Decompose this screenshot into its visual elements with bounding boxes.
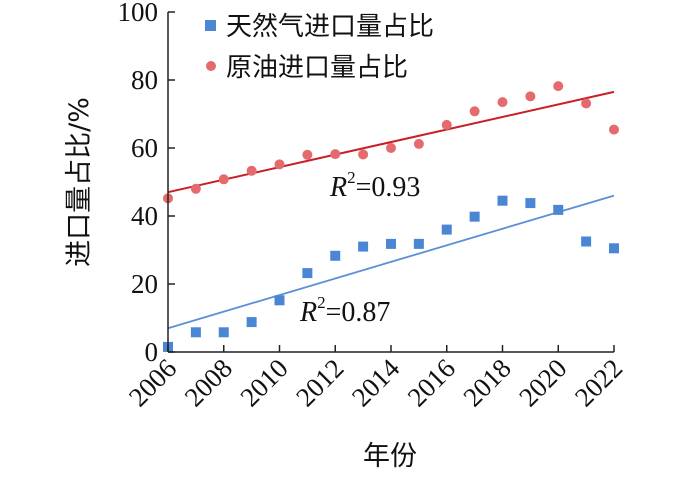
legend: 天然气进口量占比 原油进口量占比 bbox=[205, 12, 434, 83]
svg-text:R2=0.93: R2=0.93 bbox=[329, 168, 420, 203]
oil-point-2016 bbox=[441, 119, 452, 130]
gas-point-2013 bbox=[358, 241, 369, 252]
x-tick-label: 2018 bbox=[457, 353, 516, 412]
r2-superscript-gas: 2 bbox=[317, 293, 326, 312]
gas-point-2009 bbox=[246, 317, 257, 328]
r2-superscript-oil: 2 bbox=[347, 168, 356, 187]
r2-annotation-oil: R2=0.93 bbox=[329, 168, 420, 203]
gas-point-2007 bbox=[190, 327, 201, 338]
r2-symbol-gas: R bbox=[299, 297, 317, 328]
y-tick-label: 20 bbox=[131, 269, 158, 299]
gas-point-2014 bbox=[386, 238, 396, 249]
y-tick-label: 40 bbox=[131, 201, 158, 231]
oil-point-2018 bbox=[497, 97, 508, 108]
legend-marker-gas bbox=[205, 20, 216, 31]
oil-point-2017 bbox=[469, 106, 480, 117]
legend-label-oil: 原油进口量占比 bbox=[226, 53, 408, 83]
gas-point-2022 bbox=[609, 243, 619, 254]
oil-point-2013 bbox=[358, 149, 369, 160]
oil-point-2007 bbox=[190, 183, 201, 194]
x-axis-title: 年份 bbox=[363, 441, 417, 472]
oil-point-2012 bbox=[330, 149, 341, 160]
oil-point-2022 bbox=[609, 124, 619, 135]
r2-value-oil: =0.93 bbox=[356, 172, 421, 203]
trend-lines bbox=[167, 90, 615, 330]
r2-annotation-gas: R2=0.87 bbox=[299, 293, 390, 328]
oil-point-2010 bbox=[274, 159, 285, 170]
x-tick-label: 2020 bbox=[513, 353, 572, 412]
gas-point-2010 bbox=[274, 295, 285, 306]
y-tick-label: 60 bbox=[131, 133, 158, 163]
oil-point-2020 bbox=[553, 81, 564, 92]
x-tick-label: 2012 bbox=[290, 353, 349, 412]
y-tick-label: 80 bbox=[131, 65, 158, 95]
gas-point-2016 bbox=[441, 224, 452, 235]
oil-point-2021 bbox=[581, 98, 592, 109]
gas-point-2011 bbox=[302, 268, 313, 279]
gas-point-2008 bbox=[218, 327, 229, 338]
svg-text:R2=0.87: R2=0.87 bbox=[299, 293, 390, 328]
gas-point-2015 bbox=[413, 238, 424, 249]
x-tick-label: 2006 bbox=[123, 353, 182, 412]
x-tick-label: 2022 bbox=[569, 353, 628, 412]
gas-point-2017 bbox=[469, 211, 480, 222]
gas-point-2019 bbox=[525, 198, 536, 209]
y-tick-label: 100 bbox=[118, 0, 159, 27]
r2-symbol-oil: R bbox=[329, 172, 347, 203]
x-tick-label: 2010 bbox=[234, 353, 293, 412]
legend-label-gas: 天然气进口量占比 bbox=[226, 12, 434, 42]
x-tick-label: 2014 bbox=[346, 353, 406, 413]
gas-point-2018 bbox=[497, 195, 508, 206]
legend-marker-oil bbox=[206, 61, 216, 71]
r2-value-gas: =0.87 bbox=[326, 297, 391, 328]
y-tick-label: 0 bbox=[145, 337, 159, 367]
oil-point-2008 bbox=[218, 174, 229, 185]
oil-point-2019 bbox=[525, 91, 536, 102]
axes bbox=[167, 11, 615, 353]
oil-point-2011 bbox=[302, 149, 313, 160]
oil-point-2014 bbox=[386, 143, 396, 153]
x-tick-label: 2016 bbox=[402, 353, 461, 412]
oil-point-2015 bbox=[413, 138, 424, 149]
oil-point-2009 bbox=[246, 165, 257, 176]
x-tick-label: 2008 bbox=[179, 353, 238, 412]
gas-point-2021 bbox=[581, 236, 592, 247]
y-axis-title: 进口量占比/% bbox=[64, 97, 95, 267]
gas-point-2012 bbox=[330, 250, 341, 261]
trend-line-gas bbox=[167, 194, 615, 330]
data-points bbox=[163, 81, 619, 352]
gas-point-2020 bbox=[553, 204, 564, 215]
trend-line-oil bbox=[167, 90, 615, 194]
